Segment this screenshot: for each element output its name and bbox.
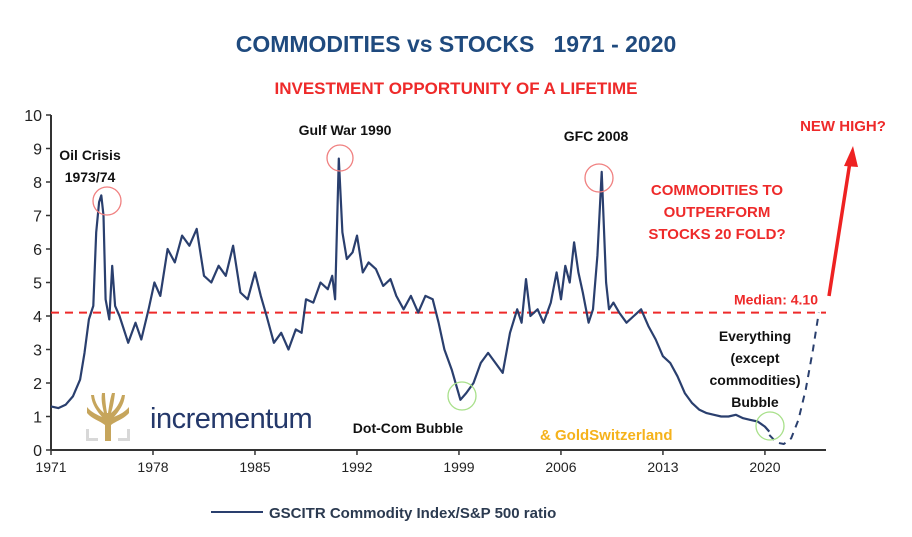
annotation-label: Dot-Com Bubble: [353, 420, 464, 436]
annotation-label: Bubble: [731, 394, 779, 410]
annotation-circle: [584, 163, 614, 193]
x-tick-label: 1999: [443, 459, 474, 475]
ticks: 0 1 2 3 4 5 6 7 8 9 10 1971 1978 1985 1992 1999 2006 2013…: [24, 108, 781, 475]
logo-frame-right: [127, 429, 130, 441]
y-tick-label: 3: [33, 343, 42, 360]
annotation-label: Gulf War 1990: [299, 122, 392, 138]
annotation-label: commodities): [709, 372, 800, 388]
series-group: [50, 157, 820, 445]
chart-subtitle: INVESTMENT OPPORTUNITY OF A LIFETIME: [275, 79, 638, 98]
legend-label: GSCITR Commodity Index/S&P 500 ratio: [269, 505, 556, 522]
up-arrow-icon: [827, 146, 858, 297]
x-tick-label: 1971: [35, 459, 66, 475]
y-tick-label: 8: [33, 175, 42, 192]
x-tick-label: 2013: [647, 459, 678, 475]
x-tick-label: 1992: [341, 459, 372, 475]
y-tick-label: 0: [33, 443, 42, 460]
tree-icon: [87, 393, 129, 441]
outperform-callout: COMMODITIES TO OUTPERFORM STOCKS 20 FOLD…: [648, 182, 785, 243]
incrementum-wordmark: incrementum: [150, 403, 312, 435]
incrementum-logo: [86, 393, 130, 441]
x-tick-label: 1978: [137, 459, 168, 475]
annotation-label: Everything: [719, 328, 791, 344]
median-line-group: Median: 4.10: [51, 292, 826, 314]
y-tick-label: 5: [33, 276, 42, 293]
y-tick-label: 7: [33, 209, 42, 226]
outperform-line-1: COMMODITIES TO: [651, 182, 784, 199]
outperform-line-2: OUTPERFORM: [664, 204, 771, 221]
annotation-circle: [326, 144, 354, 172]
y-tick-label: 2: [33, 376, 42, 393]
chart-title: COMMODITIES vs STOCKS 1971 - 2020: [236, 31, 677, 57]
y-tick-label: 1: [33, 410, 42, 427]
goldswitzerland-wordmark: & GoldSwitzerland: [540, 427, 673, 444]
annotation-circle: [447, 381, 477, 411]
annotation-label: Oil Crisis: [59, 147, 121, 163]
y-tick-label: 10: [24, 108, 42, 125]
y-tick-label: 9: [33, 142, 42, 159]
annotation-label: GFC 2008: [564, 128, 629, 144]
x-tick-label: 2020: [749, 459, 780, 475]
x-tick-label: 2006: [545, 459, 576, 475]
ratio-line: [50, 157, 771, 433]
logo-frame-left: [86, 429, 89, 441]
annotation-circle: [755, 411, 785, 441]
y-tick-label: 4: [33, 309, 42, 326]
annotations: Oil Crisis 1973/74 Gulf War 1990 GFC 2008 Do…: [59, 122, 801, 441]
median-label: Median: 4.10: [734, 292, 818, 308]
new-high-label: NEW HIGH?: [800, 118, 886, 135]
annotation-circle: [92, 186, 122, 216]
outperform-line-3: STOCKS 20 FOLD?: [648, 226, 785, 243]
axes: [50, 115, 826, 451]
x-tick-label: 1985: [239, 459, 270, 475]
annotation-label: 1973/74: [65, 169, 116, 185]
logo-frame-br: [118, 438, 130, 441]
legend: GSCITR Commodity Index/S&P 500 ratio: [211, 505, 556, 522]
annotation-label: (except: [730, 350, 779, 366]
logo-frame-bl: [86, 438, 98, 441]
y-tick-label: 6: [33, 242, 42, 259]
